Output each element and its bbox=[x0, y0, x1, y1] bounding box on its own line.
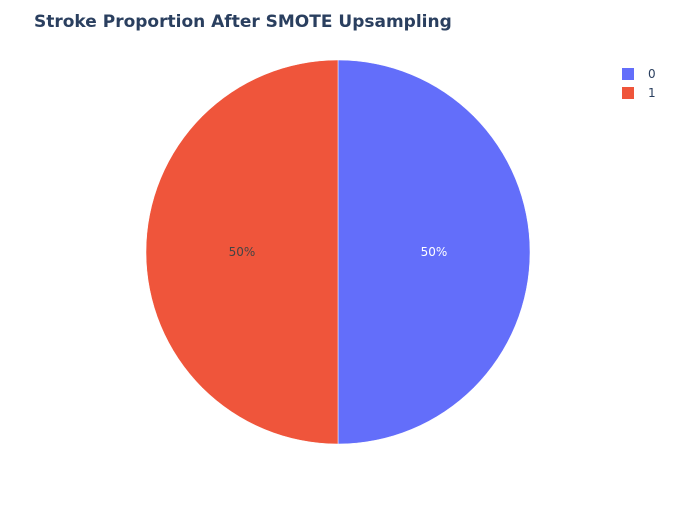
pie-slice-labels: 50% 50% bbox=[229, 245, 448, 259]
pie-slice-1[interactable] bbox=[145, 59, 339, 445]
legend-label-1: 1 bbox=[648, 86, 656, 100]
legend: 01 bbox=[622, 67, 656, 100]
legend-label-0: 0 bbox=[648, 67, 656, 81]
slice-label-1: 50% bbox=[229, 245, 256, 259]
slice-label-0: 50% bbox=[421, 245, 448, 259]
legend-item-0[interactable]: 0 bbox=[622, 67, 656, 81]
chart-title: Stroke Proportion After SMOTE Upsampling bbox=[34, 12, 452, 32]
legend-swatch-1 bbox=[622, 87, 634, 99]
pie-slices bbox=[145, 59, 531, 445]
legend-swatch-0 bbox=[622, 68, 634, 80]
pie-slice-0[interactable] bbox=[337, 59, 531, 445]
legend-item-1[interactable]: 1 bbox=[622, 86, 656, 100]
